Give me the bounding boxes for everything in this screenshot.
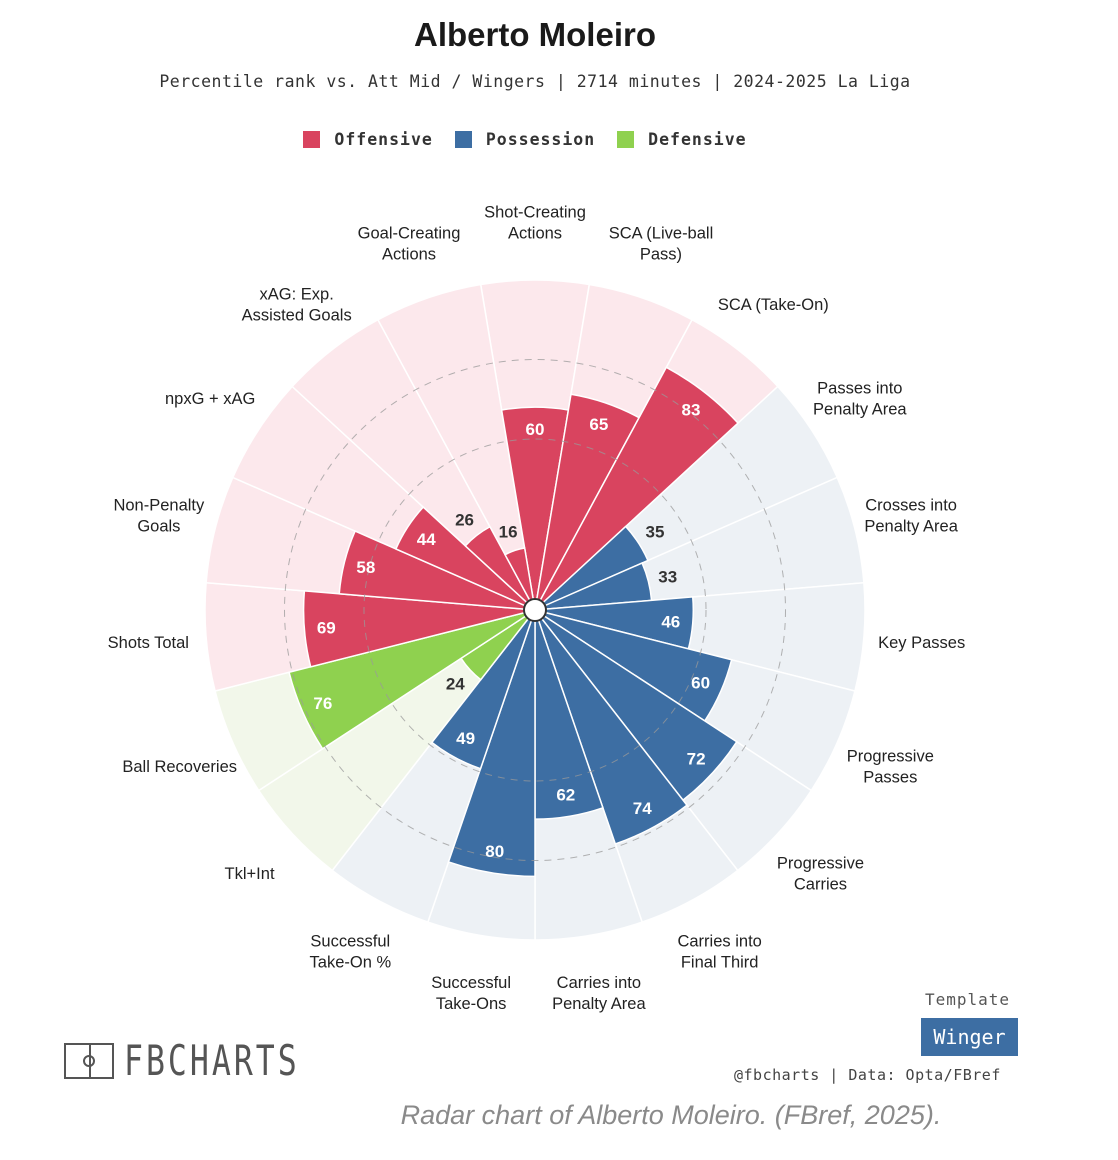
value-label: 33 (658, 567, 677, 586)
gridline-ring (284, 359, 786, 861)
value-label: 83 (682, 401, 701, 420)
metric-label: Passes into Penalty Area (813, 379, 907, 418)
gridline-ring (363, 438, 707, 782)
metric-label: SCA (Live-ball Pass) (609, 225, 714, 264)
legend: Offensive Possession Defensive (0, 130, 1050, 149)
template-badge: Winger (921, 1018, 1018, 1056)
metric-label: Shot-Creating Actions (484, 204, 586, 243)
figure-caption: Radar chart of Alberto Moleiro. (FBref, … (400, 1100, 942, 1130)
value-bar (302, 590, 536, 668)
value-bar (394, 506, 536, 611)
value-label: 80 (485, 842, 504, 861)
value-bar (288, 609, 536, 750)
value-label: 76 (313, 694, 332, 713)
legend-item-defensive: Defensive (617, 130, 746, 149)
legend-item-possession: Possession (454, 130, 596, 149)
metric-label: Crosses into Penalty Area (864, 496, 958, 535)
value-label: 46 (661, 612, 680, 631)
metric-label: Successful Take-Ons (431, 974, 511, 1013)
metric-label: Carries into Penalty Area (552, 974, 646, 1013)
center-dot (523, 598, 547, 622)
value-label: 49 (456, 729, 475, 748)
metric-label: Tkl+Int (225, 865, 275, 883)
radar-chart: 60 65 83 35 33 46 60 72 74 62 80 49 24 76 69 58 44 26 16 Sh… (108, 204, 966, 1014)
value-label: 24 (446, 674, 465, 693)
value-label: 60 (691, 674, 710, 693)
value-label: 16 (499, 523, 518, 542)
metric-label: Progressive Carries (777, 854, 864, 893)
legend-swatch-possession (454, 131, 472, 148)
legend-label-possession: Possession (485, 130, 596, 149)
metric-label: Non-Penalty Goals (113, 496, 205, 535)
value-bar (504, 547, 536, 611)
value-label: 69 (317, 618, 336, 637)
chart-subtitle: Percentile rank vs. Att Mid / Wingers | … (159, 72, 911, 91)
value-label: 58 (356, 558, 375, 577)
metric-label: xAG: Exp. Assisted Goals (242, 285, 352, 324)
metric-label: SCA (Take-On) (718, 296, 829, 314)
metric-label: Progressive Passes (847, 747, 934, 786)
value-label: 72 (687, 749, 706, 768)
metric-label: Successful Take-On % (310, 933, 392, 972)
value-label: 60 (526, 420, 545, 439)
value-bar (534, 366, 740, 611)
value-label: 74 (633, 799, 652, 818)
template-label: Template (925, 990, 1011, 1009)
value-bar (430, 609, 536, 770)
data-credit: @fbcharts | Data: Opta/FBref (734, 1066, 1001, 1084)
metric-label: Shots Total (108, 634, 189, 652)
metric-label: Key Passes (878, 634, 965, 652)
value-bar (338, 530, 536, 611)
value-label: 35 (646, 523, 665, 542)
legend-swatch-offensive (303, 131, 321, 148)
legend-label-defensive: Defensive (648, 130, 747, 149)
value-label: 62 (556, 786, 575, 805)
fbcharts-logo: FBCHARTS (64, 1036, 358, 1085)
metric-label: Ball Recoveries (122, 758, 237, 776)
legend-label-offensive: Offensive (334, 130, 433, 149)
value-label: 26 (455, 511, 474, 530)
metric-label: Goal-Creating Actions (358, 225, 461, 264)
value-label: 44 (417, 530, 436, 549)
value-bar (447, 609, 536, 878)
logo-text: FBCHARTS (124, 1036, 300, 1085)
value-bar (534, 525, 649, 611)
legend-swatch-defensive (617, 131, 635, 148)
legend-item-offensive: Offensive (303, 130, 432, 149)
metric-label: npxG + xAG (165, 390, 255, 408)
background-wedge (376, 283, 536, 611)
pitch-icon (64, 1042, 114, 1079)
value-bar (534, 609, 688, 845)
chart-title: Alberto Moleiro (413, 16, 656, 53)
value-bar (464, 525, 536, 611)
metric-label: Carries into Final Third (677, 933, 761, 972)
value-label: 65 (589, 415, 608, 434)
